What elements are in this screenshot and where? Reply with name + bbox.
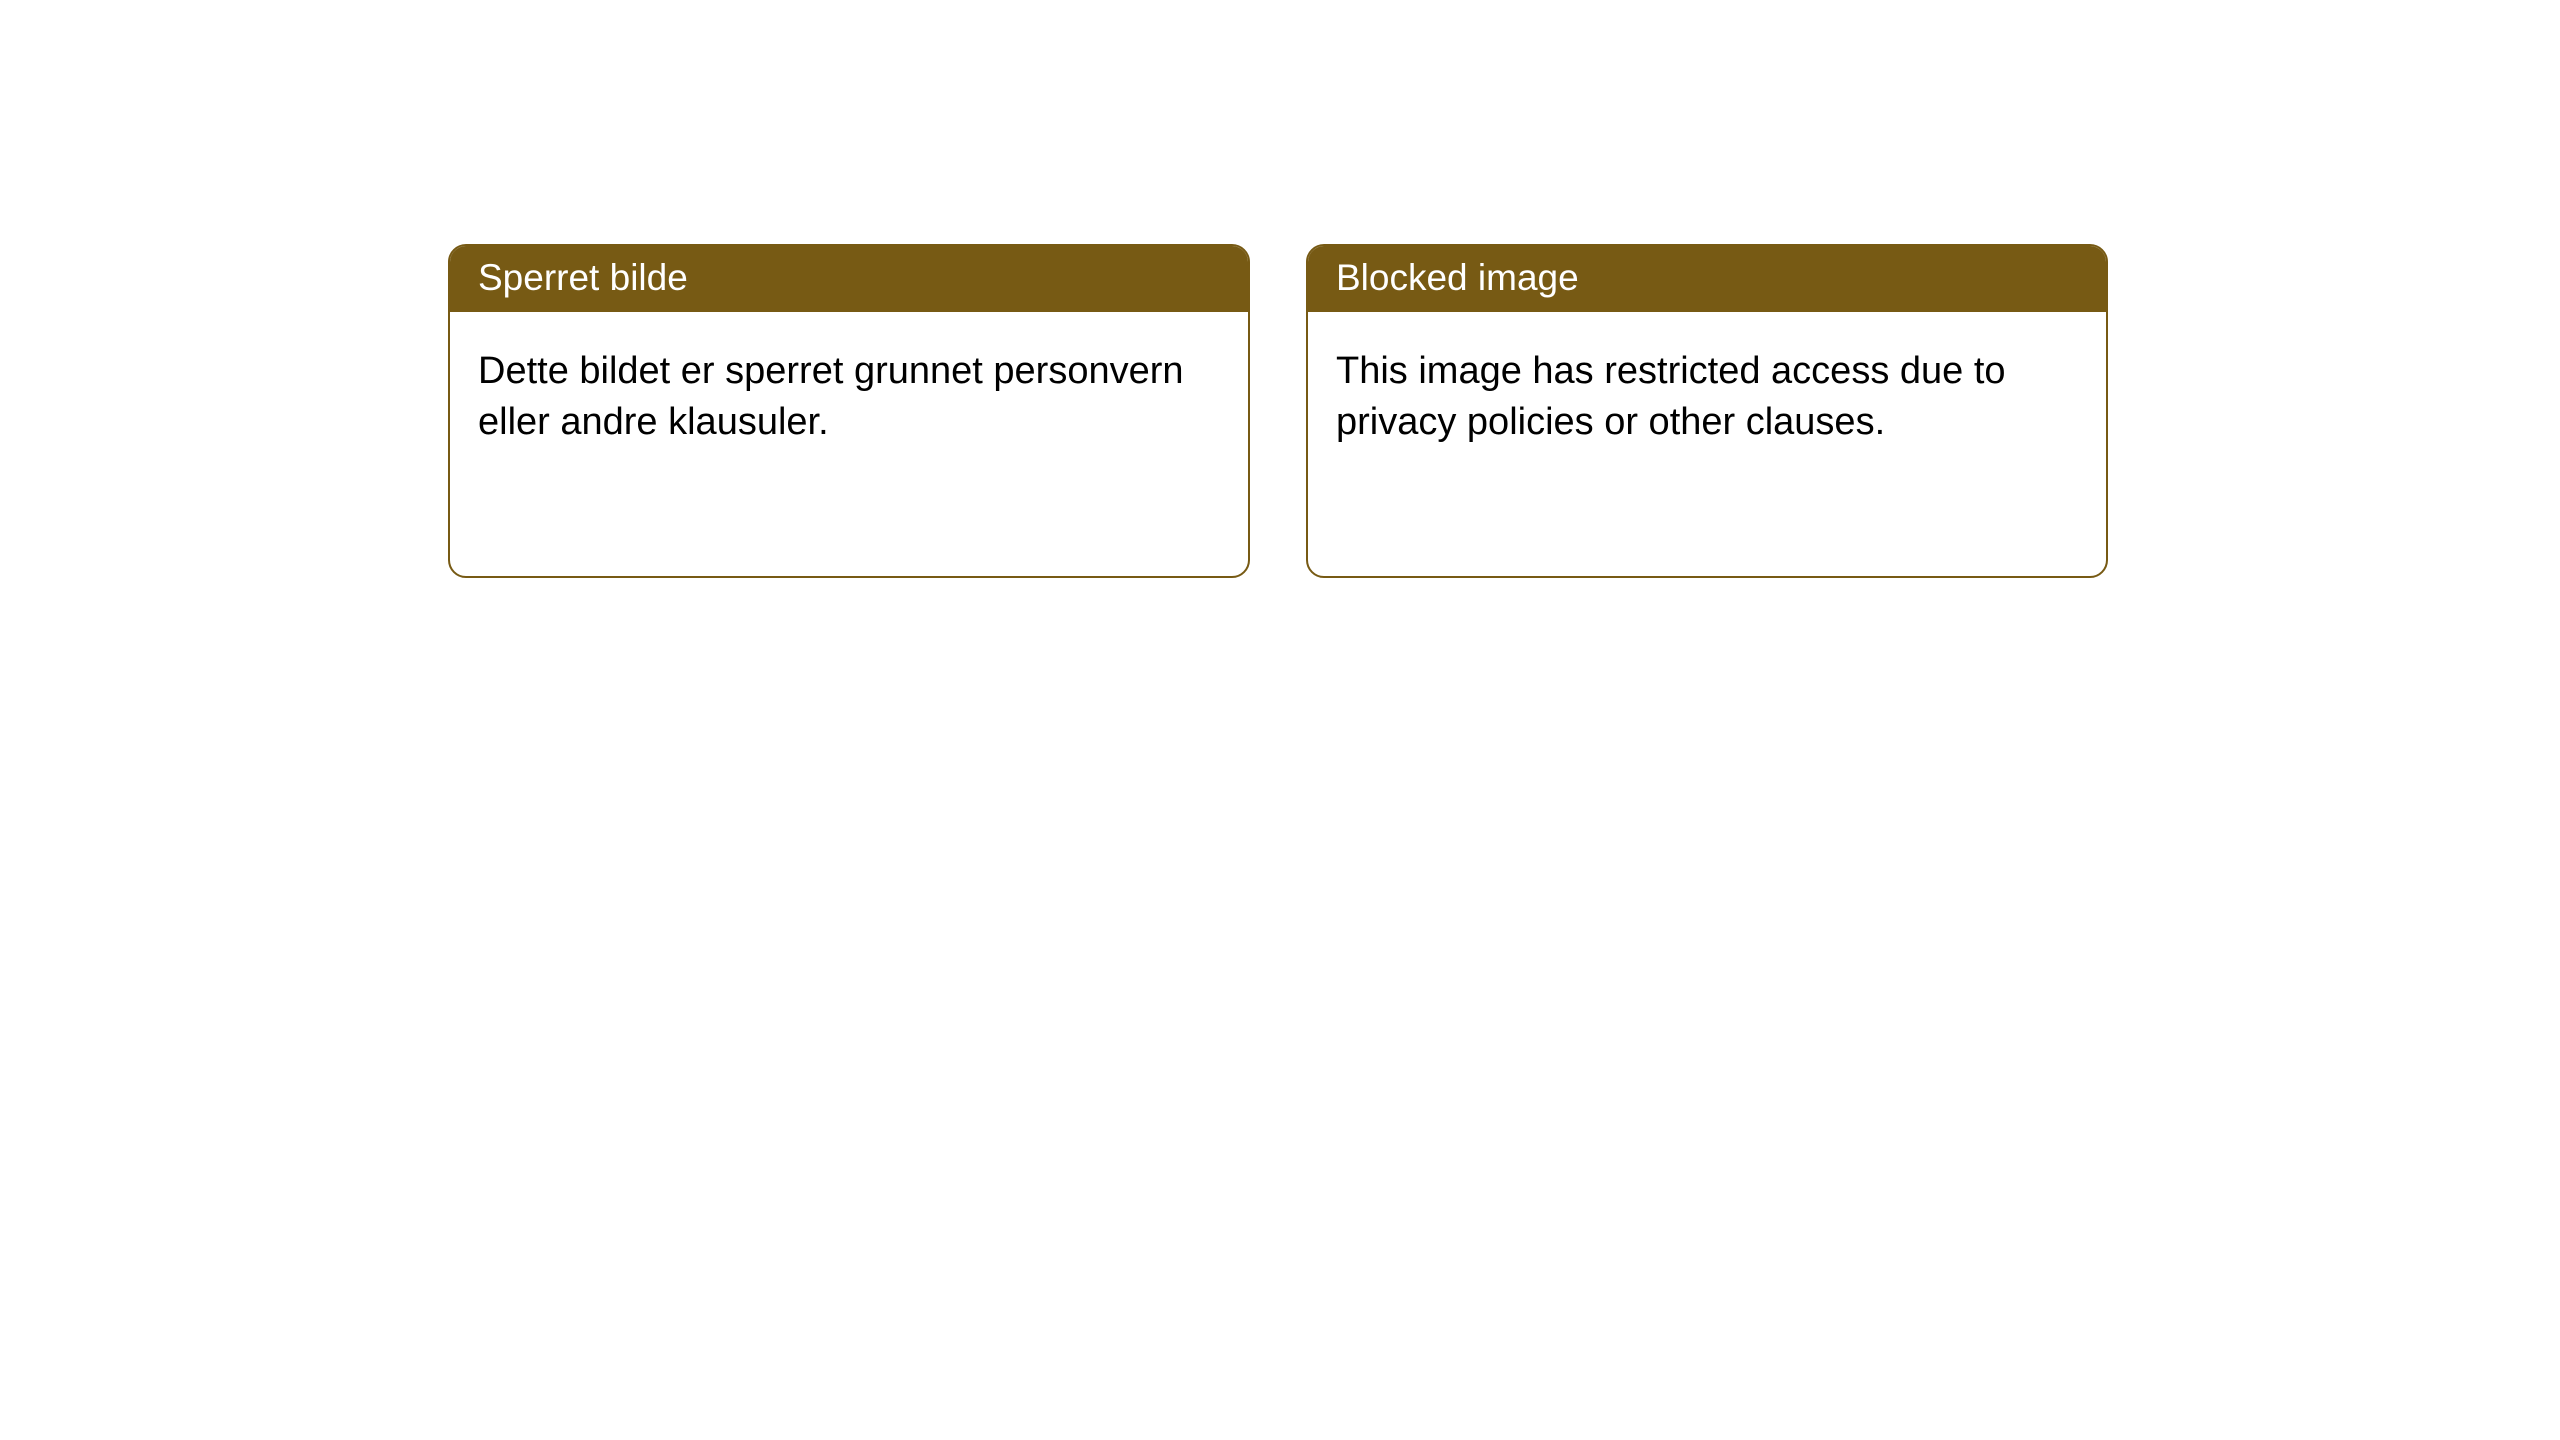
notice-card-norwegian: Sperret bilde Dette bildet er sperret gr… (448, 244, 1250, 578)
notice-card-body: This image has restricted access due to … (1308, 312, 2106, 483)
notice-card-title: Blocked image (1308, 246, 2106, 312)
notice-card-title: Sperret bilde (450, 246, 1248, 312)
notice-card-english: Blocked image This image has restricted … (1306, 244, 2108, 578)
notice-card-body: Dette bildet er sperret grunnet personve… (450, 312, 1248, 483)
notice-container: Sperret bilde Dette bildet er sperret gr… (0, 0, 2560, 578)
